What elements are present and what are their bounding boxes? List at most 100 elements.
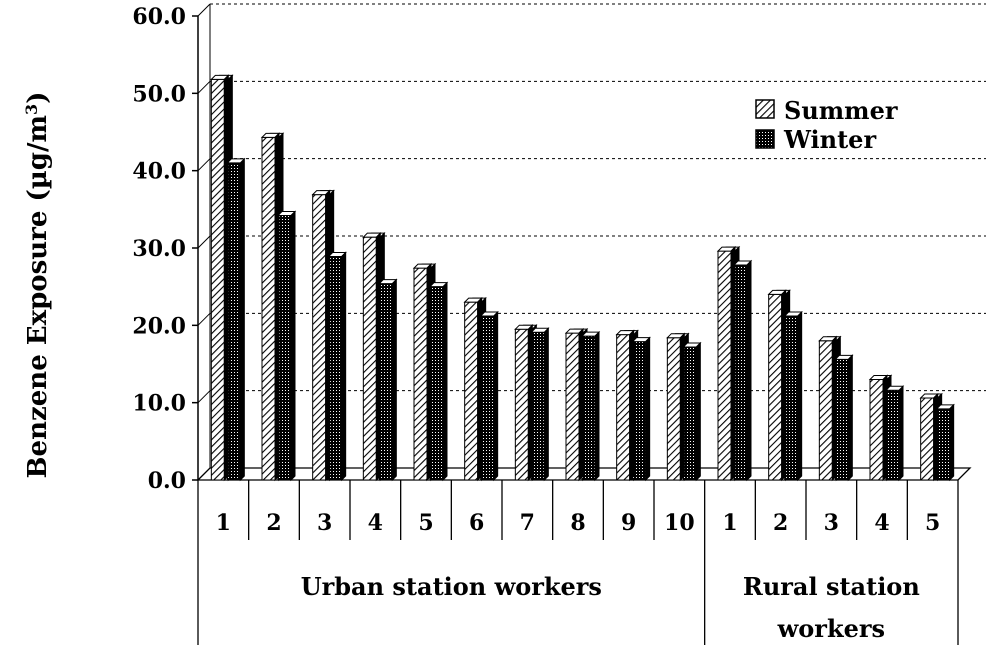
gridline-diagonal xyxy=(197,158,211,172)
bar-summer-front-side xyxy=(223,74,229,482)
y-tick-label: 0.0 xyxy=(148,468,186,494)
x-category-label: 6 xyxy=(469,510,484,536)
bar-summer-front xyxy=(564,327,585,482)
bar-summer-front-front xyxy=(666,337,681,481)
x-category-label: 8 xyxy=(570,510,585,536)
bar-summer-front-side xyxy=(375,231,381,482)
bar-summer-front xyxy=(514,323,534,482)
bar-summer-front-side xyxy=(527,323,533,482)
bar-summer-front-front xyxy=(565,332,580,481)
bar-winter-front xyxy=(530,331,545,481)
bar-winter xyxy=(226,157,246,482)
bar-summer-front xyxy=(463,296,483,482)
bar-summer-front-front xyxy=(920,397,935,481)
bar-winter-front xyxy=(885,389,900,481)
bar-winter-side xyxy=(341,251,347,482)
bar-winter-side xyxy=(493,310,499,482)
bar-summer-front xyxy=(818,335,838,482)
y-tick-label: 40.0 xyxy=(132,159,186,185)
bar-summer-front-side xyxy=(730,245,736,482)
bar-winter-front xyxy=(328,256,343,481)
group-label: Urban station workers xyxy=(301,572,602,601)
bar-winter-front xyxy=(581,335,596,481)
bar-winter xyxy=(327,251,347,482)
bar-winter-side xyxy=(391,278,397,482)
bar-summer-front-side xyxy=(679,332,685,482)
y-axis-label: Benzene Exposure (µg/m3) xyxy=(22,92,54,479)
bar-summer-front xyxy=(311,189,331,482)
bar-winter-side xyxy=(290,210,296,482)
bar-summer-front-side xyxy=(578,327,584,482)
bar-summer-front-side xyxy=(274,132,280,482)
x-category-label: 4 xyxy=(874,510,889,536)
y-tick-label: 50.0 xyxy=(132,81,186,107)
bar-summer-front-front xyxy=(768,293,783,481)
bar-winter-side xyxy=(645,336,651,482)
gridline-diagonal xyxy=(197,390,211,404)
bar-winter xyxy=(732,259,753,482)
y-tick-label: 30.0 xyxy=(132,236,186,262)
x-category-label: 2 xyxy=(773,510,788,536)
bar-summer-front xyxy=(666,332,686,482)
bar-winter-side xyxy=(239,157,245,482)
x-category-label: 3 xyxy=(317,510,332,536)
y-tick-label: 60.0 xyxy=(132,4,186,30)
bar-winter xyxy=(884,385,905,482)
x-category-label: 4 xyxy=(368,510,383,536)
x-category-label: 10 xyxy=(664,510,695,536)
legend: Summer Winter xyxy=(755,96,898,154)
bar-summer-front-side xyxy=(477,296,483,482)
bar-winter-front xyxy=(936,408,951,481)
group-label-line2: workers xyxy=(777,614,885,643)
x-category-label: 2 xyxy=(266,510,281,536)
bar-winter xyxy=(530,327,550,482)
bar-winter-front xyxy=(733,264,748,481)
bar-summer-front-front xyxy=(616,334,631,481)
bar-summer-front-front xyxy=(210,78,225,481)
bar-summer-front xyxy=(767,289,787,482)
bar-summer-front-front xyxy=(464,301,479,481)
bar-winter xyxy=(631,336,651,482)
gridline-diagonal xyxy=(197,80,211,94)
x-category-labels: 1 2 3 4 5 6 7 8 9 10 1 2 3 4 5 xyxy=(197,480,959,540)
bar-summer-front xyxy=(362,231,382,482)
y-axis-label-main: Benzene Exposure (µg/m xyxy=(23,115,53,478)
bar-winter xyxy=(580,330,601,482)
bar-winter xyxy=(682,341,702,482)
bar-winter xyxy=(428,281,449,482)
bar-winter xyxy=(479,310,499,482)
y-tick-labels: 0.0 10.0 20.0 30.0 40.0 50.0 60.0 xyxy=(132,4,186,494)
bar-summer-front-front xyxy=(869,378,884,481)
x-category-label: 1 xyxy=(722,510,737,536)
bar-winter-front xyxy=(834,358,849,481)
gridlines xyxy=(197,3,986,481)
bar-winter-side xyxy=(847,354,853,482)
y-axis-label-close: ) xyxy=(23,92,53,104)
bar-winter-side xyxy=(949,403,955,482)
legend-swatch-winter xyxy=(755,129,775,149)
bar-summer-front xyxy=(716,245,737,482)
bar-winter xyxy=(276,210,297,482)
x-category-label: 5 xyxy=(925,510,940,536)
bar-summer-front xyxy=(210,74,230,482)
bar-winter-side xyxy=(543,327,549,482)
x-category-label: 9 xyxy=(621,510,636,536)
bar-winter-side xyxy=(898,385,904,482)
bar-summer-front xyxy=(919,392,939,482)
legend-label-winter: Winter xyxy=(783,125,876,154)
bar-winter-front xyxy=(277,215,292,481)
bar-summer-front-side xyxy=(629,329,635,482)
bar-summer-front xyxy=(260,132,281,482)
gridline-diagonal xyxy=(197,235,211,249)
bar-winter-front xyxy=(682,346,697,481)
bar-winter-front xyxy=(632,341,647,481)
group-labels: Urban station workers Rural station worker… xyxy=(197,540,959,645)
bar-summer-front-front xyxy=(413,267,428,481)
bar-winter-front xyxy=(226,162,241,481)
legend-label-summer: Summer xyxy=(784,96,898,125)
bar-summer-front-front xyxy=(818,340,833,481)
group-label-line1: Rural station xyxy=(743,572,920,601)
bar-winter-front xyxy=(378,283,393,481)
gridline-diagonal xyxy=(197,3,211,17)
